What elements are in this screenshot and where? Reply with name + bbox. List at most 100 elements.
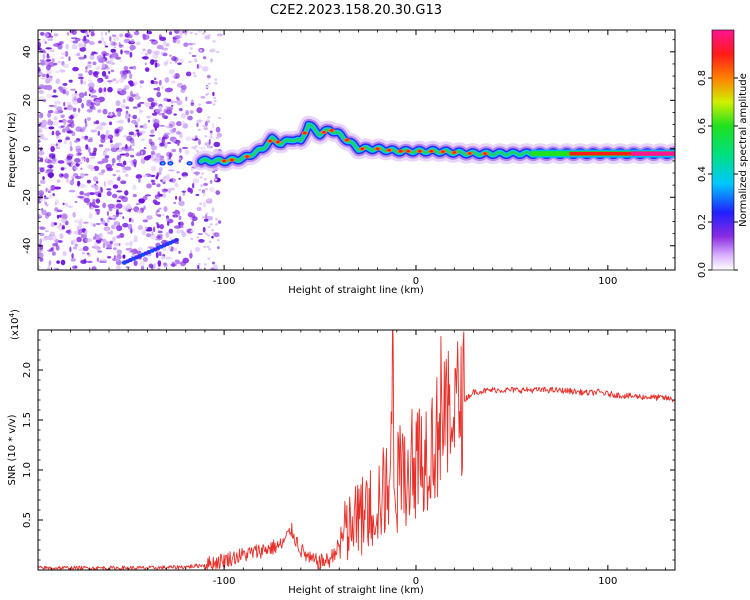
noise-blob [119,77,124,83]
noise-blob [131,249,135,256]
noise-blob [212,91,215,97]
noise-blob [58,68,65,73]
noise-blob [46,69,52,75]
noise-blob [46,73,49,79]
noise-blob [131,208,139,211]
noise-blob [55,130,60,136]
noise-blob [214,218,218,221]
noise-blob [110,48,117,53]
noise-blob [183,42,189,47]
noise-blob [197,262,201,266]
noise-blob [65,230,71,234]
noise-blob [196,119,203,123]
noise-blob [55,242,59,247]
noise-blob [169,54,172,57]
noise-blob [45,203,49,207]
noise-blob [163,132,171,135]
noise-blob [73,219,80,224]
noise-blob [42,53,46,60]
noise-blob [112,78,117,82]
noise-blob [88,41,95,46]
noise-blob [85,144,89,150]
noise-blob [151,50,155,54]
noise-blob [50,247,53,251]
noise-blob [84,118,87,124]
noise-blob [107,134,114,140]
noise-blob [47,118,52,124]
noise-blob [40,157,44,163]
noise-blob [57,139,63,143]
noise-blob [92,198,96,203]
noise-blob [161,112,166,119]
noise-blob [116,107,123,113]
noise-blob [92,223,96,227]
noise-blob [102,242,106,248]
noise-blob [90,168,96,171]
noise-blob [118,119,125,124]
noise-blob [154,61,158,68]
noise-blob [212,40,216,43]
noise-blob [90,156,95,160]
noise-blob [97,79,102,83]
noise-blob [172,211,176,214]
noise-blob [203,182,209,186]
noise-blob [97,124,104,131]
noise-blob [107,86,113,93]
noise-blob [74,265,78,269]
noise-blob [105,129,110,136]
ridge-fragment-core [161,162,165,165]
noise-blob [54,111,61,114]
noise-blob [72,66,79,72]
noise-blob [183,84,187,90]
noise-blob [112,163,115,166]
noise-blob [162,247,166,252]
noise-blob [74,139,79,143]
noise-blob [122,98,126,104]
noise-blob [140,155,144,160]
noise-blob [177,140,180,146]
noise-blob [132,184,137,191]
noise-blob [86,117,92,121]
noise-blob [118,44,124,47]
noise-blob [40,179,46,185]
noise-blob [209,187,215,193]
noise-blob [114,257,120,262]
noise-blob [135,174,143,179]
noise-blob [109,139,113,144]
noise-blob [189,217,193,220]
noise-blob [189,249,193,254]
noise-blob [90,31,95,37]
noise-blob [54,201,58,206]
noise-blob [98,87,103,94]
noise-blob [43,197,49,200]
noise-blob [158,171,162,175]
noise-blob [125,266,130,269]
noise-blob [185,71,192,77]
noise-blob [184,30,188,36]
noise-streak [174,238,180,243]
noise-blob [165,231,170,238]
noise-blob [179,58,184,64]
noise-blob [95,222,101,226]
ridge-hotspot-core [345,138,349,142]
noise-blob [46,55,51,59]
noise-blob [80,78,83,85]
x-tick-label: -100 [213,576,236,587]
noise-blob [212,264,218,269]
noise-blob [151,265,154,270]
noise-blob [97,193,102,198]
noise-blob [209,135,213,139]
noise-blob [133,31,140,36]
noise-blob [122,164,126,169]
noise-blob [65,43,69,50]
noise-blob [50,221,55,228]
ridge-hotspot-core [302,131,307,135]
noise-blob [216,50,220,54]
noise-blob [171,55,177,62]
noise-blob [38,133,45,139]
noise-blob [191,54,197,58]
noise-blob [188,60,192,64]
noise-blob [198,103,202,106]
y-tick-label: 0 [22,146,33,152]
noise-blob [131,119,137,124]
